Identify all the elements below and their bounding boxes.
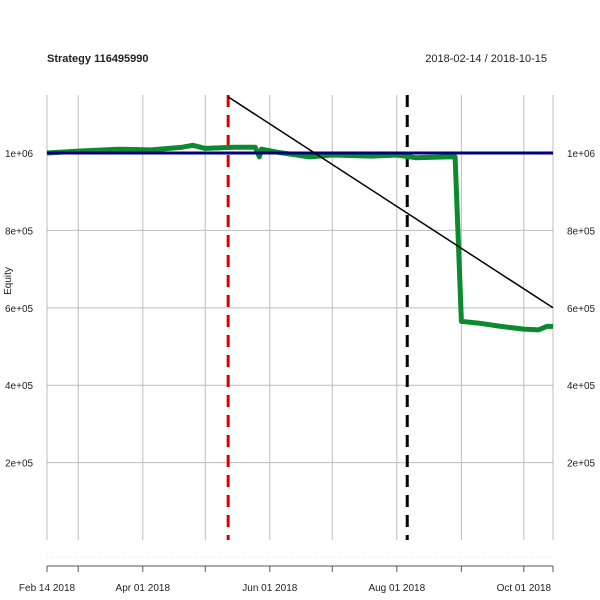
y-tick-label-right: 1e+06 (567, 149, 596, 160)
axes: 2e+05 2e+05 4e+05 4e+05 6e+05 6e+05 8e+05 8e+05… (5, 149, 596, 594)
y-tick-label-right: 8e+05 (567, 226, 596, 237)
y-axis-label: Equity (3, 267, 14, 295)
y-tick-label-right: 6e+05 (567, 304, 596, 315)
y-tick-label-right: 4e+05 (567, 381, 596, 392)
x-tick-label: Jun 01 2018 (242, 583, 297, 594)
series-line (227, 96, 554, 309)
y-tick-label-left: 2e+05 (5, 459, 34, 470)
y-tick-label-left: 1e+06 (5, 149, 34, 160)
date-range: 2018-02-14 / 2018-10-15 (425, 53, 547, 65)
y-tick-label-left: 4e+05 (5, 381, 34, 392)
series-lines (46, 95, 554, 540)
series-line (46, 142, 553, 333)
grid (46, 95, 554, 540)
y-tick-label-left: 6e+05 (5, 304, 34, 315)
x-tick-label: Aug 01 2018 (368, 583, 425, 594)
y-tick-label-left: 8e+05 (5, 226, 34, 237)
x-tick-label: Apr 01 2018 (116, 583, 171, 594)
x-tick-label: Oct 01 2018 (497, 583, 552, 594)
chart-title: Strategy 116495990 (47, 53, 149, 65)
x-tick-label: Feb 14 2018 (19, 583, 76, 594)
y-tick-label-right: 2e+05 (567, 459, 596, 470)
